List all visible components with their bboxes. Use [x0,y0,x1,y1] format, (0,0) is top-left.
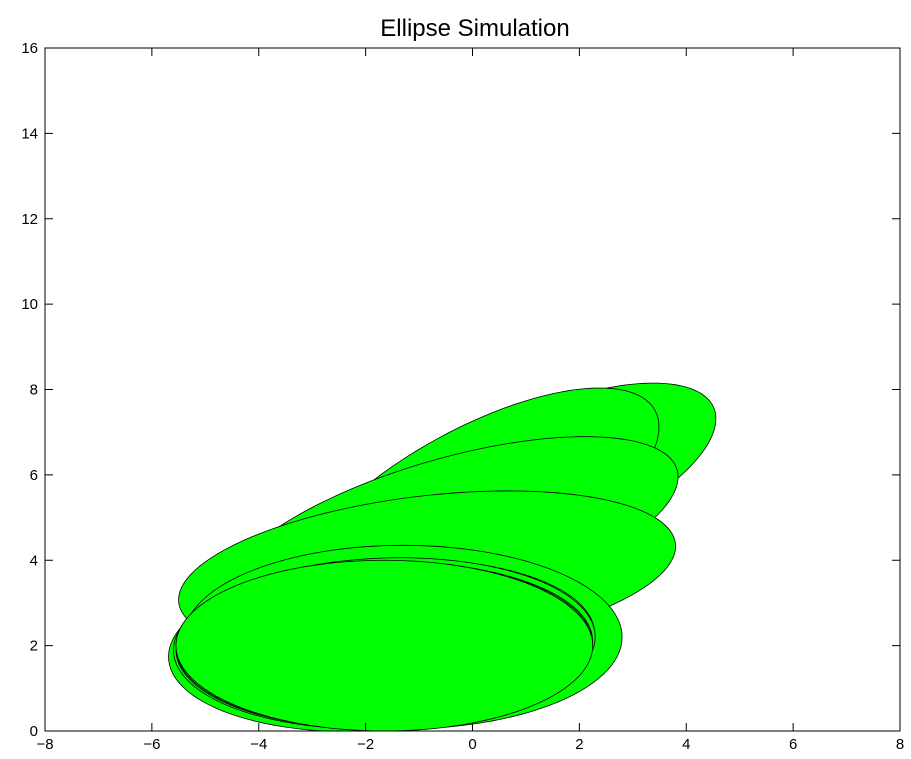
y-tick-label: 10 [21,296,38,313]
x-tick-label: 2 [575,736,583,753]
y-tick-label: 4 [30,552,38,569]
y-tick-label: 8 [30,382,38,399]
x-tick-label: 0 [468,736,476,753]
x-tick-label: 6 [789,736,797,753]
y-tick-label: 0 [30,723,38,740]
y-tick-label: 14 [21,125,38,142]
ellipse-10 [175,559,594,731]
y-tick-label: 16 [21,40,38,57]
ticks-layer: −8 −6 −4 −2 0 2 4 6 8 0 2 4 6 8 10 12 14 16 [21,40,904,753]
chart-title: Ellipse Simulation [380,15,569,42]
y-tick-label: 6 [30,467,38,484]
ellipses-layer [168,382,717,731]
x-tick-label: 4 [682,736,690,753]
y-tick-label: 12 [21,211,38,228]
x-tick-label: −8 [36,736,53,753]
x-tick-label: −4 [250,736,267,753]
x-tick-label: 8 [896,736,904,753]
x-tick-label: −6 [143,736,160,753]
y-tick-label: 2 [30,638,38,655]
x-tick-label: −2 [357,736,374,753]
